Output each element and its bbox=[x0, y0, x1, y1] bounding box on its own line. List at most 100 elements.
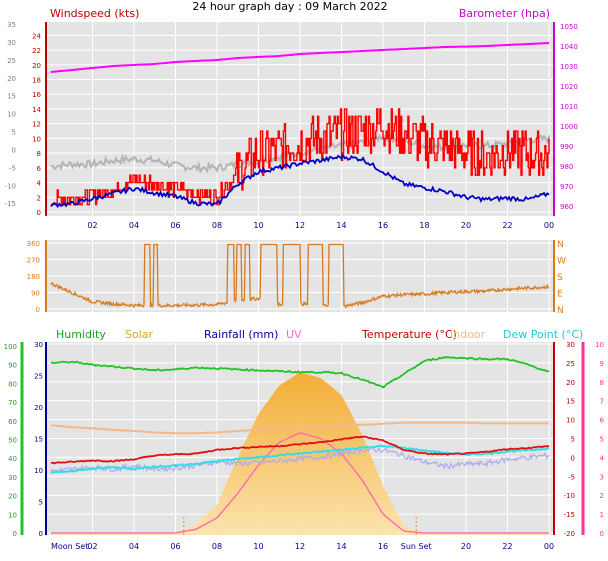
wind-left-tick: 24 bbox=[32, 32, 41, 40]
humidity-tick: 80 bbox=[8, 380, 17, 388]
wind-outer-tick: 10 bbox=[7, 111, 16, 119]
humidity-tick: 60 bbox=[8, 418, 17, 426]
wind-outer-tick: -15 bbox=[5, 200, 16, 208]
dir-left-tick: 270 bbox=[27, 257, 40, 265]
wind-left-tick: 16 bbox=[32, 91, 41, 99]
wind-left-tick: 22 bbox=[32, 47, 41, 55]
wind-left-tick: 12 bbox=[32, 121, 41, 129]
baro-tick: 1020 bbox=[560, 83, 578, 91]
temp-x-tick: 14 bbox=[336, 542, 346, 551]
baro-tick: 990 bbox=[560, 143, 573, 151]
wind-x-tick: 00 bbox=[544, 221, 554, 230]
baro-tick: 1030 bbox=[560, 63, 578, 71]
temp-x-tick: 08 bbox=[212, 542, 222, 551]
uv-scale-tick: 2 bbox=[600, 492, 604, 500]
temp-legend-label: Humidity bbox=[56, 328, 106, 341]
uv-scale-tick: 4 bbox=[600, 454, 605, 462]
humidity-tick: 40 bbox=[8, 455, 17, 463]
temp-x-tick: 10 bbox=[253, 542, 263, 551]
wind-left-tick: 6 bbox=[37, 165, 42, 173]
rain-tick: 10 bbox=[34, 467, 43, 475]
wind-left-tick: 0 bbox=[37, 209, 41, 217]
temperature-line bbox=[50, 435, 550, 465]
temp-legend-label: Rainfall (mm) bbox=[204, 328, 278, 341]
wind-left-tick: 8 bbox=[37, 150, 41, 158]
baro-tick: 1000 bbox=[560, 123, 578, 131]
baro-tick: 1050 bbox=[560, 23, 578, 31]
wind-outer-tick: 20 bbox=[7, 75, 16, 83]
wind-x-tick: 08 bbox=[212, 221, 222, 230]
humidity-tick: 30 bbox=[8, 474, 17, 482]
wind-x-tick: 02 bbox=[87, 221, 97, 230]
dir-left-tick: 360 bbox=[27, 240, 40, 248]
temp-tick: 10 bbox=[566, 417, 575, 425]
wind-x-tick: 18 bbox=[419, 221, 429, 230]
uv-line bbox=[51, 432, 549, 534]
chart-title: 24 hour graph day : 09 March 2022 bbox=[192, 0, 387, 13]
temp-x-tick: Sun Set bbox=[401, 542, 432, 551]
temp-tick: 20 bbox=[566, 379, 575, 387]
rain-tick: 25 bbox=[34, 373, 43, 381]
temp-tick: -5 bbox=[568, 473, 575, 481]
feels-like-line bbox=[50, 446, 550, 474]
dew-point-line bbox=[50, 444, 550, 474]
humidity-tick: 0 bbox=[13, 530, 17, 538]
temp-x-tick: 16 bbox=[378, 542, 388, 551]
wind-outer-tick: 35 bbox=[7, 21, 16, 29]
uv-scale-tick: 7 bbox=[600, 398, 604, 406]
dir-left-tick: 90 bbox=[31, 290, 40, 298]
dir-right-tick: N bbox=[557, 240, 564, 250]
temp-tick: 25 bbox=[566, 360, 575, 368]
temp-x-tick: 06 bbox=[170, 542, 180, 551]
temp-legend-label: Solar bbox=[125, 328, 154, 341]
baro-tick: 960 bbox=[560, 203, 573, 211]
rain-tick: 20 bbox=[34, 404, 43, 412]
temp-x-tick: 22 bbox=[502, 542, 512, 551]
temp-x-tick: 20 bbox=[461, 542, 471, 551]
uv-scale-tick: 6 bbox=[600, 417, 605, 425]
humidity-line bbox=[50, 355, 550, 389]
wind-left-tick: 14 bbox=[32, 106, 41, 114]
humidity-tick: 70 bbox=[8, 399, 17, 407]
temp-x-tick: 00 bbox=[544, 542, 554, 551]
wind-outer-tick: 0 bbox=[12, 146, 16, 154]
wind-x-tick: 04 bbox=[129, 221, 139, 230]
barometer-label: Barometer (hpa) bbox=[459, 7, 550, 20]
wind-x-tick: 06 bbox=[170, 221, 180, 230]
windspeed-label: Windspeed (kts) bbox=[50, 7, 139, 20]
baro-tick: 1010 bbox=[560, 103, 578, 111]
temp-tick: 0 bbox=[571, 454, 575, 462]
dir-right-tick: N bbox=[557, 306, 564, 316]
baro-tick: 980 bbox=[560, 163, 573, 171]
wind-outer-tick: -10 bbox=[5, 182, 16, 190]
wind-x-tick: 12 bbox=[295, 221, 305, 230]
uv-scale-tick: 9 bbox=[600, 360, 604, 368]
temp-legend-label: Dew Point (°C) bbox=[503, 328, 583, 341]
dir-right-tick: E bbox=[557, 290, 563, 300]
temp-tick: 30 bbox=[566, 341, 575, 349]
dir-left-tick: 180 bbox=[27, 273, 40, 281]
wind-outer-tick: 25 bbox=[7, 57, 16, 65]
wind-outer-tick: 15 bbox=[7, 93, 16, 101]
dir-left-tick: 0 bbox=[36, 306, 40, 314]
wind-left-tick: 10 bbox=[32, 135, 41, 143]
temp-x-tick: 02 bbox=[87, 542, 97, 551]
rain-tick: 30 bbox=[34, 341, 43, 349]
wind-outer-tick: 5 bbox=[12, 129, 16, 137]
temp-x-tick: 12 bbox=[295, 542, 305, 551]
temp-legend-label: UV bbox=[286, 328, 302, 341]
uv-scale-tick: 1 bbox=[600, 511, 604, 519]
baro-tick: 970 bbox=[560, 183, 573, 191]
temp-x-tick: 04 bbox=[129, 542, 139, 551]
wind-average-line bbox=[50, 153, 550, 209]
humidity-tick: 50 bbox=[8, 437, 17, 445]
temp-legend-label: Indoor bbox=[450, 328, 486, 341]
temp-tick: -15 bbox=[564, 511, 575, 519]
dir-right-tick: W bbox=[557, 257, 566, 267]
wind-x-tick: 16 bbox=[378, 221, 388, 230]
rain-tick: 5 bbox=[39, 499, 43, 507]
humidity-tick: 10 bbox=[8, 511, 17, 519]
wind-left-tick: 2 bbox=[37, 194, 41, 202]
